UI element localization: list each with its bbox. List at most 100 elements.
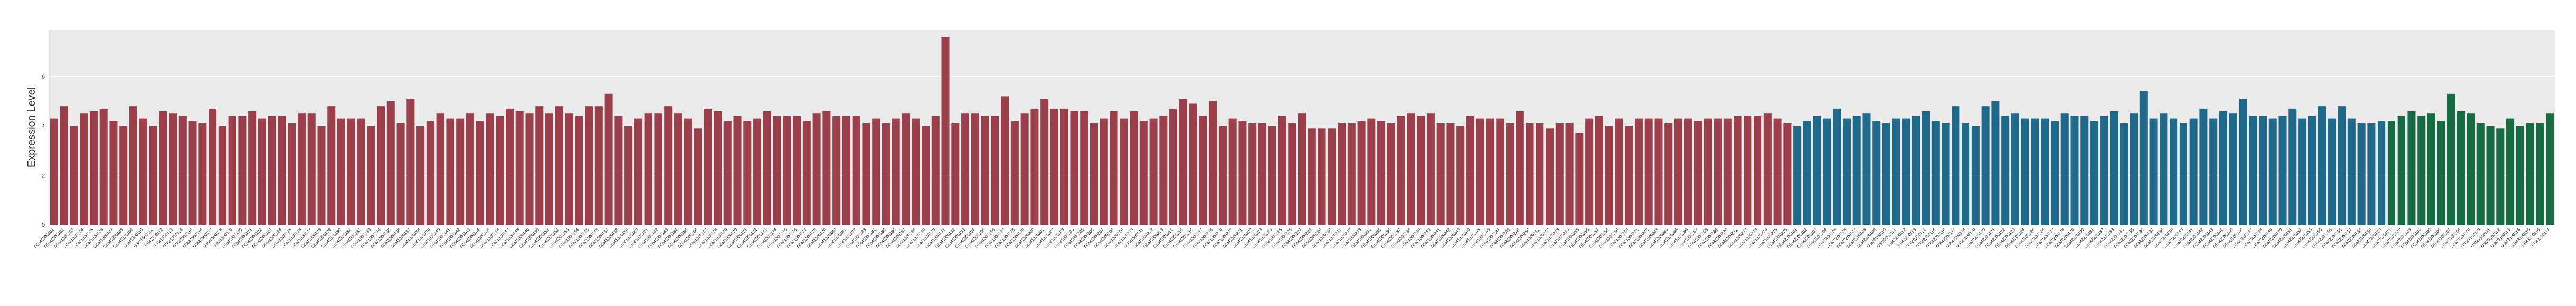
bar	[1654, 118, 1663, 225]
bar	[2130, 113, 2138, 225]
bar	[1674, 118, 1682, 225]
bar	[159, 111, 167, 225]
bar	[1585, 118, 1594, 225]
bar	[188, 121, 197, 225]
bar	[2229, 113, 2237, 225]
bar	[1526, 123, 1534, 225]
bar	[446, 118, 454, 225]
bar	[109, 121, 118, 225]
bar	[743, 121, 752, 225]
bar	[961, 113, 970, 225]
bar	[80, 113, 88, 225]
bar	[2486, 126, 2495, 225]
bar	[1644, 118, 1653, 225]
bar	[1694, 121, 1702, 225]
bar	[1080, 111, 1088, 225]
bar	[1426, 113, 1435, 225]
bar	[1456, 126, 1465, 225]
bar	[1298, 113, 1306, 225]
bar	[2031, 118, 2039, 225]
bar	[1218, 126, 1227, 225]
bar	[1852, 116, 1861, 225]
bar	[1288, 123, 1296, 225]
bar	[1892, 118, 1900, 225]
bar	[2199, 108, 2208, 225]
bar	[1436, 123, 1445, 225]
bar	[1793, 126, 1802, 225]
bar	[317, 126, 326, 225]
bar	[1516, 111, 1524, 225]
bar	[2268, 118, 2277, 225]
bar	[1209, 101, 1217, 225]
bar	[1991, 101, 2000, 225]
bar	[2110, 111, 2118, 225]
bar	[2506, 118, 2515, 225]
bar	[396, 123, 405, 225]
bar	[149, 126, 157, 225]
bar	[1387, 123, 1395, 225]
bar	[1417, 116, 1425, 225]
bar	[674, 113, 682, 225]
bar	[614, 116, 623, 225]
bar	[515, 111, 524, 225]
bar	[882, 123, 890, 225]
bar	[377, 106, 385, 225]
bar	[1367, 118, 1376, 225]
bar	[941, 37, 950, 225]
bar	[2476, 123, 2485, 225]
bar	[2546, 113, 2554, 225]
bar	[486, 113, 494, 225]
bar	[209, 108, 217, 225]
bar	[981, 116, 989, 225]
bar	[713, 111, 722, 225]
bar	[1070, 111, 1078, 225]
bar	[1110, 111, 1118, 225]
bar	[2090, 121, 2099, 225]
bar	[842, 116, 850, 225]
bar	[2050, 121, 2059, 225]
bar	[2367, 123, 2376, 225]
bar	[1763, 113, 1772, 225]
bar	[1407, 113, 1415, 225]
bar	[2526, 123, 2534, 225]
bar	[1149, 118, 1158, 225]
y-tick-label: 2	[42, 173, 45, 179]
bar	[1595, 116, 1603, 225]
bar	[1813, 116, 1821, 225]
bar	[248, 111, 257, 225]
bar	[634, 118, 642, 225]
bar	[2288, 108, 2297, 225]
bar	[733, 116, 742, 225]
bar	[1010, 121, 1019, 225]
bar	[991, 116, 999, 225]
bar	[1278, 116, 1286, 225]
bar	[1684, 118, 1692, 225]
bar	[1001, 96, 1009, 225]
bar	[99, 108, 108, 225]
bar	[337, 118, 346, 225]
bar	[1704, 118, 1712, 225]
bar	[2080, 116, 2089, 225]
bar	[684, 118, 692, 225]
bar	[129, 106, 137, 225]
bar	[1169, 108, 1178, 225]
y-tick-label: 4	[42, 123, 45, 130]
bar	[1952, 106, 1960, 225]
bar	[1060, 108, 1068, 225]
bar	[1199, 116, 1207, 225]
bar	[2328, 118, 2336, 225]
bar	[297, 113, 306, 225]
bar	[496, 116, 504, 225]
bar	[664, 106, 673, 225]
bar	[912, 118, 920, 225]
bar	[2120, 123, 2128, 225]
bar	[1357, 121, 1366, 225]
bar	[604, 93, 613, 225]
bar	[50, 118, 58, 225]
bar	[575, 116, 583, 225]
bar	[1734, 116, 1742, 225]
bar	[70, 126, 78, 225]
bar	[525, 113, 534, 225]
bar	[1634, 118, 1643, 225]
bar	[1783, 123, 1792, 225]
